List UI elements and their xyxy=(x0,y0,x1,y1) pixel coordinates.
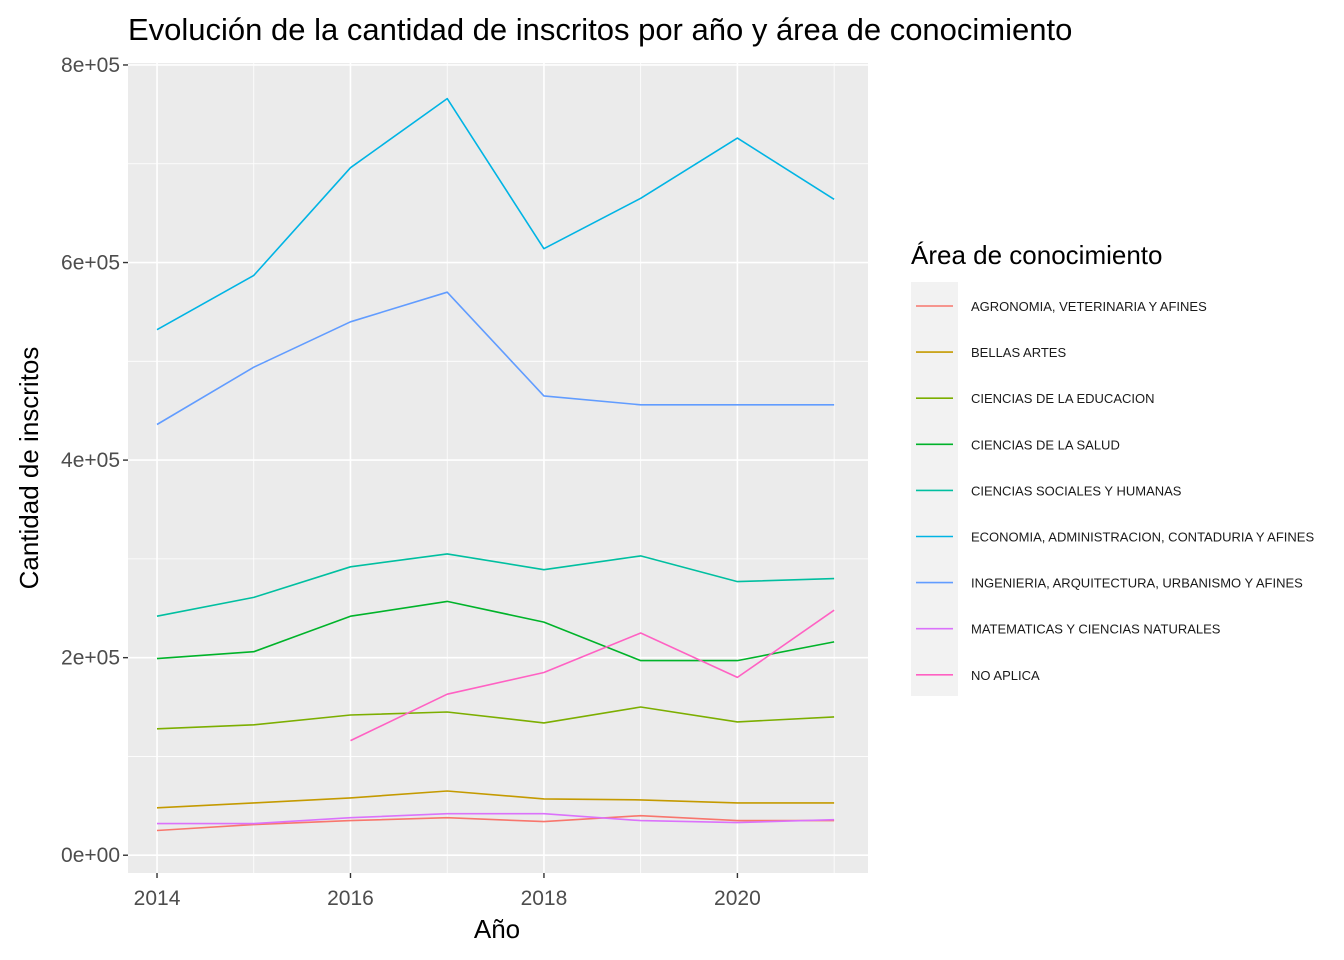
series-line xyxy=(156,97,835,331)
y-axis-title: Cantidad de inscritos xyxy=(14,347,44,590)
series-line xyxy=(156,814,835,832)
legend-items: AGRONOMIA, VETERINARIA Y AFINES BELLAS AR… xyxy=(916,299,1314,683)
plot-panel xyxy=(128,63,868,873)
legend-label: ECONOMIA, ADMINISTRACION, CONTADURIA Y A… xyxy=(971,530,1314,545)
x-tick-label: 2018 xyxy=(521,887,568,910)
legend-title: Área de conocimiento xyxy=(911,240,1162,270)
x-tick-label: 2014 xyxy=(134,887,181,910)
series-line xyxy=(157,812,835,825)
legend: Área de conocimiento AGRONOMIA, VETERINA… xyxy=(911,240,1314,696)
legend-label: CIENCIAS DE LA SALUD xyxy=(971,437,1120,452)
y-tick-label: 6e+05 xyxy=(61,252,120,275)
legend-label: AGRONOMIA, VETERINARIA Y AFINES xyxy=(971,299,1207,314)
y-tick-label: 4e+05 xyxy=(61,449,120,472)
legend-label: NO APLICA xyxy=(971,668,1040,683)
series-lines xyxy=(156,97,835,832)
y-tick-label: 2e+05 xyxy=(61,647,120,670)
legend-label: CIENCIAS SOCIALES Y HUMANAS xyxy=(971,483,1182,498)
series-line xyxy=(350,609,835,742)
x-axis: 2014 2016 2018 2020 xyxy=(134,873,761,910)
legend-key-background xyxy=(911,282,958,696)
legend-label: MATEMATICAS Y CIENCIAS NATURALES xyxy=(971,622,1221,637)
series-line xyxy=(156,706,835,730)
legend-label: INGENIERIA, ARQUITECTURA, URBANISMO Y AF… xyxy=(971,576,1303,591)
x-axis-title: Año xyxy=(474,914,520,944)
legend-label: BELLAS ARTES xyxy=(971,345,1066,360)
y-axis: 0e+00 2e+05 4e+05 6e+05 8e+05 xyxy=(61,54,128,867)
series-line xyxy=(156,553,835,617)
y-tick-label: 0e+00 xyxy=(61,844,120,867)
major-gridlines xyxy=(128,63,868,873)
series-line xyxy=(156,790,835,809)
series-line xyxy=(156,600,835,662)
legend-label: CIENCIAS DE LA EDUCACION xyxy=(971,391,1155,406)
chart-title: Evolución de la cantidad de inscritos po… xyxy=(128,12,1072,47)
x-tick-label: 2020 xyxy=(714,887,761,910)
x-tick-label: 2016 xyxy=(327,887,374,910)
y-tick-label: 8e+05 xyxy=(61,54,120,77)
series-line xyxy=(156,291,835,426)
